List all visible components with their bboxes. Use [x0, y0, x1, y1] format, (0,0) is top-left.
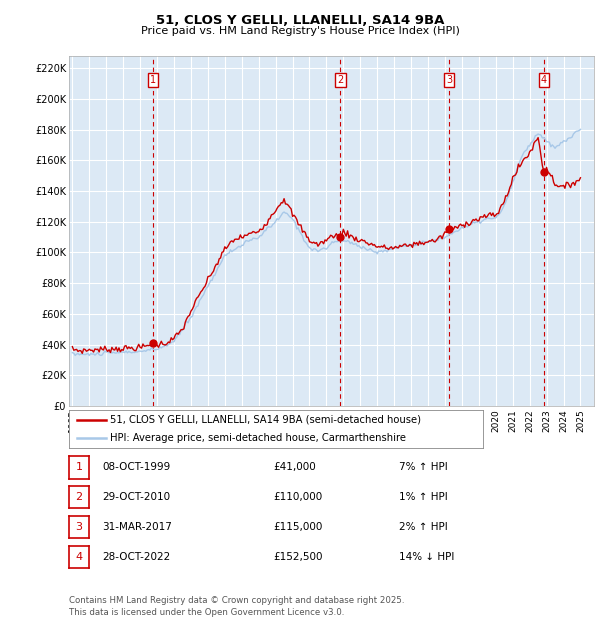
Text: 28-OCT-2022: 28-OCT-2022 [102, 552, 170, 562]
Text: 4: 4 [76, 552, 82, 562]
Text: 2% ↑ HPI: 2% ↑ HPI [399, 522, 448, 532]
Text: Contains HM Land Registry data © Crown copyright and database right 2025.
This d: Contains HM Land Registry data © Crown c… [69, 596, 404, 617]
Text: 2: 2 [337, 76, 344, 86]
Text: 2: 2 [76, 492, 82, 502]
Text: 08-OCT-1999: 08-OCT-1999 [102, 463, 170, 472]
Text: 51, CLOS Y GELLI, LLANELLI, SA14 9BA (semi-detached house): 51, CLOS Y GELLI, LLANELLI, SA14 9BA (se… [110, 415, 421, 425]
Text: 31-MAR-2017: 31-MAR-2017 [102, 522, 172, 532]
Text: 51, CLOS Y GELLI, LLANELLI, SA14 9BA: 51, CLOS Y GELLI, LLANELLI, SA14 9BA [156, 14, 444, 27]
Text: 1% ↑ HPI: 1% ↑ HPI [399, 492, 448, 502]
Text: 7% ↑ HPI: 7% ↑ HPI [399, 463, 448, 472]
Text: 14% ↓ HPI: 14% ↓ HPI [399, 552, 454, 562]
Text: 1: 1 [150, 76, 156, 86]
Text: £41,000: £41,000 [273, 463, 316, 472]
Text: £152,500: £152,500 [273, 552, 323, 562]
Text: 3: 3 [76, 522, 82, 532]
Text: 3: 3 [446, 76, 452, 86]
Text: 4: 4 [541, 76, 547, 86]
Text: £115,000: £115,000 [273, 522, 322, 532]
Text: 1: 1 [76, 463, 82, 472]
Text: Price paid vs. HM Land Registry's House Price Index (HPI): Price paid vs. HM Land Registry's House … [140, 26, 460, 36]
Text: 29-OCT-2010: 29-OCT-2010 [102, 492, 170, 502]
Text: £110,000: £110,000 [273, 492, 322, 502]
Text: HPI: Average price, semi-detached house, Carmarthenshire: HPI: Average price, semi-detached house,… [110, 433, 406, 443]
